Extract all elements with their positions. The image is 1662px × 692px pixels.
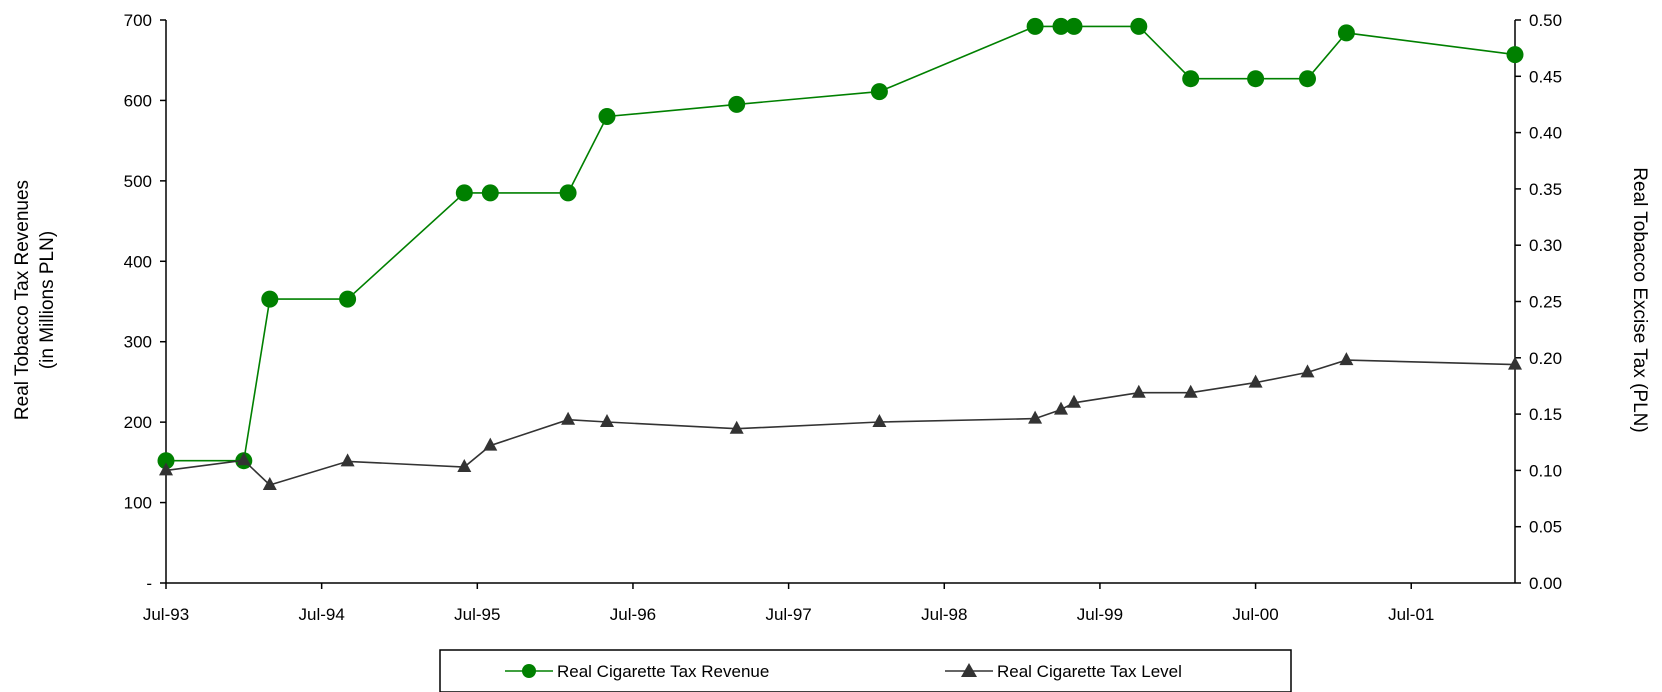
data-point-revenue: [157, 452, 175, 470]
right-tick-label: 0.15: [1529, 405, 1562, 424]
x-tick-label: Jul-98: [921, 605, 967, 624]
data-point-level: [600, 414, 614, 427]
x-tick-label: Jul-94: [298, 605, 344, 624]
data-point-revenue: [455, 184, 473, 202]
right-tick-label: 0.50: [1529, 11, 1562, 30]
plot-area: [165, 20, 1516, 584]
right-tick-label: 0.05: [1529, 518, 1562, 537]
left-tick-label: 700: [124, 11, 152, 30]
data-point-revenue: [1247, 70, 1265, 88]
left-tick-label: 100: [124, 494, 152, 513]
data-point-level: [561, 411, 576, 425]
data-point-level: [1508, 356, 1522, 370]
data-point-revenue: [339, 290, 357, 308]
right-tick-label: 0.45: [1529, 67, 1562, 86]
data-point-level: [262, 477, 277, 490]
data-point-level: [1183, 384, 1198, 398]
x-axis-ticks: Jul-93 Jul-94 Jul-95 Jul-96 Jul-97 Jul-98 Jul-…: [143, 583, 1434, 624]
left-tick-label: -: [146, 574, 152, 593]
left-axis-title-line2: (in Millions PLN): [37, 231, 58, 369]
x-tick-label: Jul-00: [1232, 605, 1278, 624]
x-tick-label: Jul-97: [765, 605, 811, 624]
left-axis-title-line1: Real Tobacco Tax Revenues: [12, 180, 33, 420]
right-tick-label: 0.30: [1529, 236, 1562, 255]
right-tick-label: 0.10: [1529, 461, 1562, 480]
data-point-revenue: [1182, 70, 1200, 88]
data-point-level: [236, 452, 251, 466]
data-point-level: [1339, 352, 1354, 366]
right-tick-label: 0.20: [1529, 349, 1562, 368]
right-tick-label: 0.35: [1529, 180, 1562, 199]
data-point-level: [1028, 410, 1043, 424]
data-point-level: [872, 414, 887, 427]
right-axis-title: Real Tobacco Excise Tax (PLN): [1629, 167, 1650, 432]
left-tick-label: 600: [124, 91, 152, 110]
series-line-revenue: [166, 25, 1516, 462]
left-axis-ticks: - 100 200 300 400 500 600 700: [124, 11, 166, 593]
legend-label-revenue: Real Cigarette Tax Revenue: [557, 662, 769, 681]
left-tick-label: 400: [124, 252, 152, 271]
series-line-level: [165, 359, 1516, 486]
data-point-level: [457, 459, 472, 472]
right-axis-ticks: 0.00 0.05 0.10 0.15 0.20 0.25 0.30 0.35 0.40 0.45…: [1515, 11, 1562, 593]
data-point-revenue: [261, 290, 279, 308]
data-point-revenue: [559, 184, 577, 202]
right-tick-label: 0.25: [1529, 293, 1562, 312]
data-point-level: [1054, 401, 1068, 415]
left-tick-label: 500: [124, 172, 152, 191]
data-point-level: [1067, 394, 1081, 408]
x-tick-label: Jul-99: [1077, 605, 1123, 624]
data-point-level: [729, 420, 744, 434]
series-layer: [157, 17, 1524, 490]
legend-marker-level: [961, 663, 977, 677]
data-point-revenue: [1299, 70, 1316, 88]
legend-marker-revenue: [522, 664, 536, 678]
left-tick-label: 300: [124, 333, 152, 352]
data-point-level: [483, 437, 498, 451]
data-point-level: [1248, 374, 1263, 388]
x-tick-label: Jul-95: [454, 605, 500, 624]
x-tick-label: Jul-01: [1388, 605, 1434, 624]
left-tick-label: 200: [124, 413, 152, 432]
data-point-revenue: [1026, 17, 1044, 35]
data-point-level: [340, 453, 355, 467]
data-point-level: [1300, 364, 1315, 378]
data-point-revenue: [870, 83, 888, 101]
data-point-revenue: [728, 95, 746, 113]
data-point-revenue: [1130, 17, 1148, 35]
data-point-revenue: [481, 184, 499, 202]
legend-box: [439, 649, 1292, 692]
data-point-level: [1131, 384, 1146, 398]
data-point-level: [159, 462, 173, 476]
legend-label-level: Real Cigarette Tax Level: [997, 662, 1182, 681]
data-point-revenue: [1052, 17, 1070, 35]
right-tick-label: 0.00: [1529, 574, 1562, 593]
legend: Real Cigarette Tax Revenue Real Cigarett…: [439, 649, 1292, 692]
x-tick-label: Jul-93: [143, 605, 189, 624]
data-point-revenue: [1506, 46, 1524, 64]
data-point-revenue: [1337, 24, 1355, 42]
data-point-revenue: [598, 108, 616, 125]
right-tick-label: 0.40: [1529, 124, 1562, 143]
data-point-revenue: [1065, 17, 1083, 35]
x-tick-label: Jul-96: [610, 605, 656, 624]
